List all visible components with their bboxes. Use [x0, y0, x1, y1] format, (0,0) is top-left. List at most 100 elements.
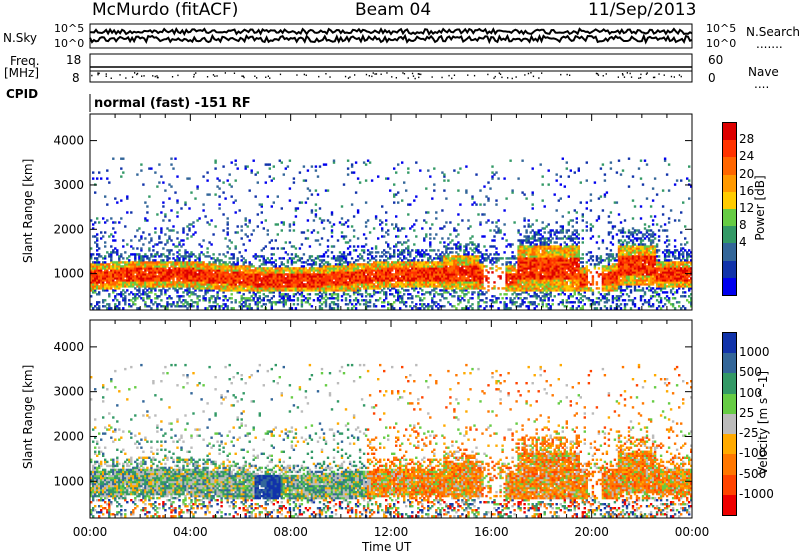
nave-dots: ....	[754, 77, 770, 91]
power-colorbar	[722, 122, 737, 296]
freq-dot	[279, 73, 282, 76]
freq-dot	[267, 75, 269, 77]
freq-dot	[414, 77, 416, 80]
colorbar-segment	[723, 494, 736, 516]
freq-dot	[136, 73, 138, 76]
nsearch-series	[89, 33, 693, 45]
freq-dot	[371, 75, 373, 78]
freq-dot	[380, 73, 382, 75]
freq-tick-bottom: 8	[72, 71, 80, 85]
freq-dot	[638, 77, 640, 79]
freq-dot	[375, 73, 378, 75]
freq-dot	[639, 77, 642, 79]
y-tick-label: 1000	[53, 474, 84, 488]
freq-dot	[511, 77, 513, 80]
freq-dot	[560, 73, 562, 76]
x-tick-label: 04:00	[173, 525, 208, 539]
freq-dot	[441, 76, 443, 79]
freq-dot	[566, 73, 568, 76]
freq-dot	[193, 76, 195, 78]
velocity-heatmap	[90, 363, 693, 518]
y-tick-label: 2000	[53, 222, 84, 236]
station-title: McMurdo (fitACF)	[92, 0, 239, 20]
freq-dot	[541, 72, 543, 74]
power-colorbar-label: Power [dB]	[753, 175, 767, 241]
nsearch-label: N.Search	[746, 25, 800, 39]
colorbar-segment	[723, 373, 736, 395]
freq-tick-top: 18	[66, 53, 82, 67]
freq-dot	[256, 77, 258, 79]
freq-dot	[242, 75, 244, 77]
nave-label: Nave	[748, 65, 779, 79]
y-tick-label: 2000	[53, 429, 84, 443]
colorbar-tick-label: -100	[739, 446, 767, 461]
freq-dot	[254, 75, 256, 77]
freq-dot	[365, 73, 368, 76]
colorbar-segment	[723, 434, 736, 455]
colorbar-tick-label: -1000	[739, 486, 774, 501]
x-tick-label: 00:00	[675, 525, 710, 539]
freq-dot	[621, 73, 624, 75]
freq-dot	[325, 73, 327, 75]
freq-dot	[224, 72, 226, 74]
freq-dot	[622, 74, 624, 76]
colorbar-segment	[723, 474, 736, 496]
freq-dot	[673, 76, 675, 78]
freq-dot	[515, 76, 517, 78]
freq-dot	[269, 77, 271, 79]
freq-dot	[119, 74, 121, 76]
noise-tick-left-top: 10^5	[54, 22, 85, 35]
noise-tick-right-top: 10^5	[706, 22, 737, 35]
freq-dot	[595, 72, 598, 75]
freq-dot	[206, 76, 209, 78]
colorbar-tick-label: 500	[739, 365, 762, 380]
freq-dot	[347, 77, 350, 79]
colorbar-tick-label: 28	[739, 132, 755, 147]
power-panel-ylabel: Slant Range [km]	[21, 158, 35, 263]
freq-dot	[152, 75, 154, 77]
freq-dot	[131, 76, 134, 78]
freq-dot	[418, 73, 420, 75]
noise-strip-frame	[89, 23, 693, 49]
freq-dot	[538, 77, 540, 79]
freq-strip-frame	[89, 53, 693, 83]
freq-dot	[154, 75, 156, 78]
freq-dot	[418, 76, 420, 79]
freq-dot	[596, 73, 599, 75]
colorbar-segment	[723, 140, 736, 158]
power-heatmap	[90, 157, 693, 310]
freq-dot	[652, 76, 655, 79]
freq-dot	[177, 74, 179, 77]
freq-dot	[524, 74, 526, 76]
colorbar-tick-label: -500	[739, 466, 767, 481]
noise-tick-right-bottom: 10^0	[706, 37, 737, 50]
freq-dot	[374, 73, 376, 75]
freq-dot	[448, 74, 450, 77]
freq-dot	[368, 75, 370, 77]
cpid-label: CPID	[6, 87, 39, 101]
nsearch-dots: .......	[756, 37, 783, 51]
freq-dot	[91, 74, 93, 77]
freq-dot	[670, 75, 673, 78]
freq-dot	[640, 73, 642, 76]
freq-dot	[136, 72, 139, 75]
colorbar-tick-label: 4	[739, 235, 747, 250]
freq-dot	[233, 72, 236, 74]
x-axis-label: Time UT	[362, 540, 412, 554]
freq-dot	[386, 72, 388, 74]
freq-dot	[193, 73, 195, 76]
velocity-colorbar-label: Velocity [m s^-1]	[756, 370, 770, 476]
freq-dot	[597, 74, 600, 76]
y-tick-label: 4000	[53, 340, 84, 354]
freq-dot	[303, 73, 305, 76]
colorbar-tick-label: 16	[739, 183, 755, 198]
freq-dot	[391, 76, 393, 78]
noise-tick-left-bottom: 10^0	[54, 37, 85, 50]
freq-dot	[141, 75, 143, 77]
freq-dot	[498, 72, 500, 74]
freq-dot	[329, 76, 331, 78]
cpid-value: normal (fast) -151 RF	[94, 96, 251, 111]
freq-dot	[403, 73, 406, 75]
freq-dot	[501, 76, 503, 79]
freq-dot	[372, 72, 374, 74]
